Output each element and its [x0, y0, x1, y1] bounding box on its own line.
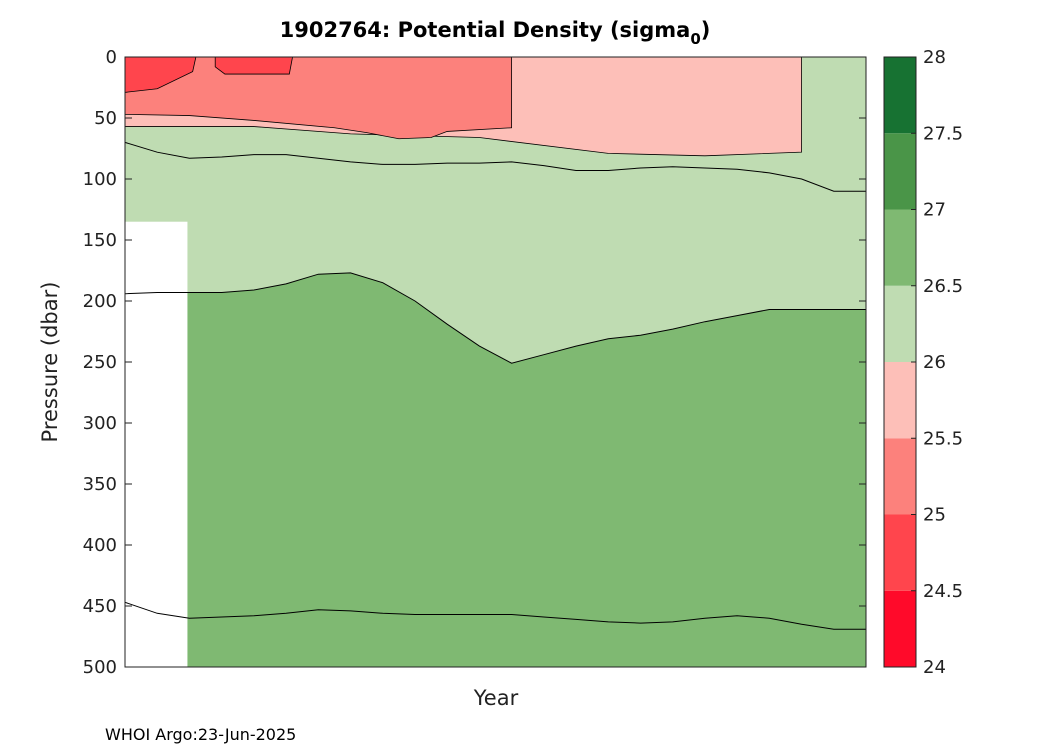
y-tick-label: 500 — [83, 657, 117, 678]
y-tick-label: 400 — [83, 535, 117, 556]
y-tick-label: 100 — [83, 169, 117, 190]
plot-area — [124, 56, 867, 668]
contour-line-27 — [124, 601, 866, 630]
title-subscript: 0 — [690, 30, 700, 48]
colorbar-swatch — [884, 362, 916, 439]
colorbar: 24 24.5 25 25.5 26 26.5 27 27.5 28 — [883, 47, 963, 678]
y-tick-label: 0 — [106, 47, 117, 68]
colorbar-tick-label: 25 — [923, 505, 946, 526]
colorbar-tick-label: 28 — [923, 47, 946, 68]
colorbar-tick-label: 24.5 — [923, 581, 963, 602]
band-26-26.5-lower — [125, 142, 866, 364]
no-data-region — [125, 221, 188, 667]
y-tick-label: 50 — [94, 108, 117, 129]
contour-line-26-5 — [124, 272, 866, 364]
colorbar-swatch — [884, 514, 916, 591]
title-text: 1902764: Potential Density (sigma — [280, 18, 691, 42]
colorbar-tick-label: 26 — [923, 352, 946, 373]
band-27-27.5 — [125, 602, 866, 667]
surface-patch-25 — [124, 56, 513, 140]
title-close: ) — [701, 18, 711, 42]
colorbar-swatch — [884, 209, 916, 286]
contour-line-26 — [124, 141, 866, 192]
y-tick-label: 350 — [83, 474, 117, 495]
chart-title: 1902764: Potential Density (sigma0) — [280, 18, 711, 48]
colorbar-swatch — [884, 57, 916, 134]
colorbar-tick-label: 24 — [923, 657, 946, 678]
y-tick-label: 450 — [83, 596, 117, 617]
footer-credit: WHOI Argo:23-Jun-2025 — [105, 725, 297, 744]
colorbar-swatch — [884, 285, 916, 362]
colorbar-swatch — [884, 590, 916, 667]
colorbar-tick-label: 27.5 — [923, 123, 963, 144]
surface-patch-24.5-b — [214, 56, 294, 75]
colorbar-swatch — [884, 438, 916, 515]
y-axis-label: Pressure (dbar) — [38, 282, 62, 443]
y-tick-label: 300 — [83, 413, 117, 434]
y-tick-label: 200 — [83, 291, 117, 312]
y-tick-label: 150 — [83, 230, 117, 251]
y-axis: 0 50 100 150 200 250 300 350 400 450 500 — [83, 47, 866, 678]
colorbar-tick-label: 26.5 — [923, 276, 963, 297]
y-tick-label: 250 — [83, 352, 117, 373]
band-26.5-27 — [125, 272, 866, 630]
colorbar-tick-label: 25.5 — [923, 428, 963, 449]
colorbar-swatch — [884, 133, 916, 210]
colorbar-tick-label: 27 — [923, 200, 946, 221]
x-axis-label: Year — [473, 686, 519, 710]
